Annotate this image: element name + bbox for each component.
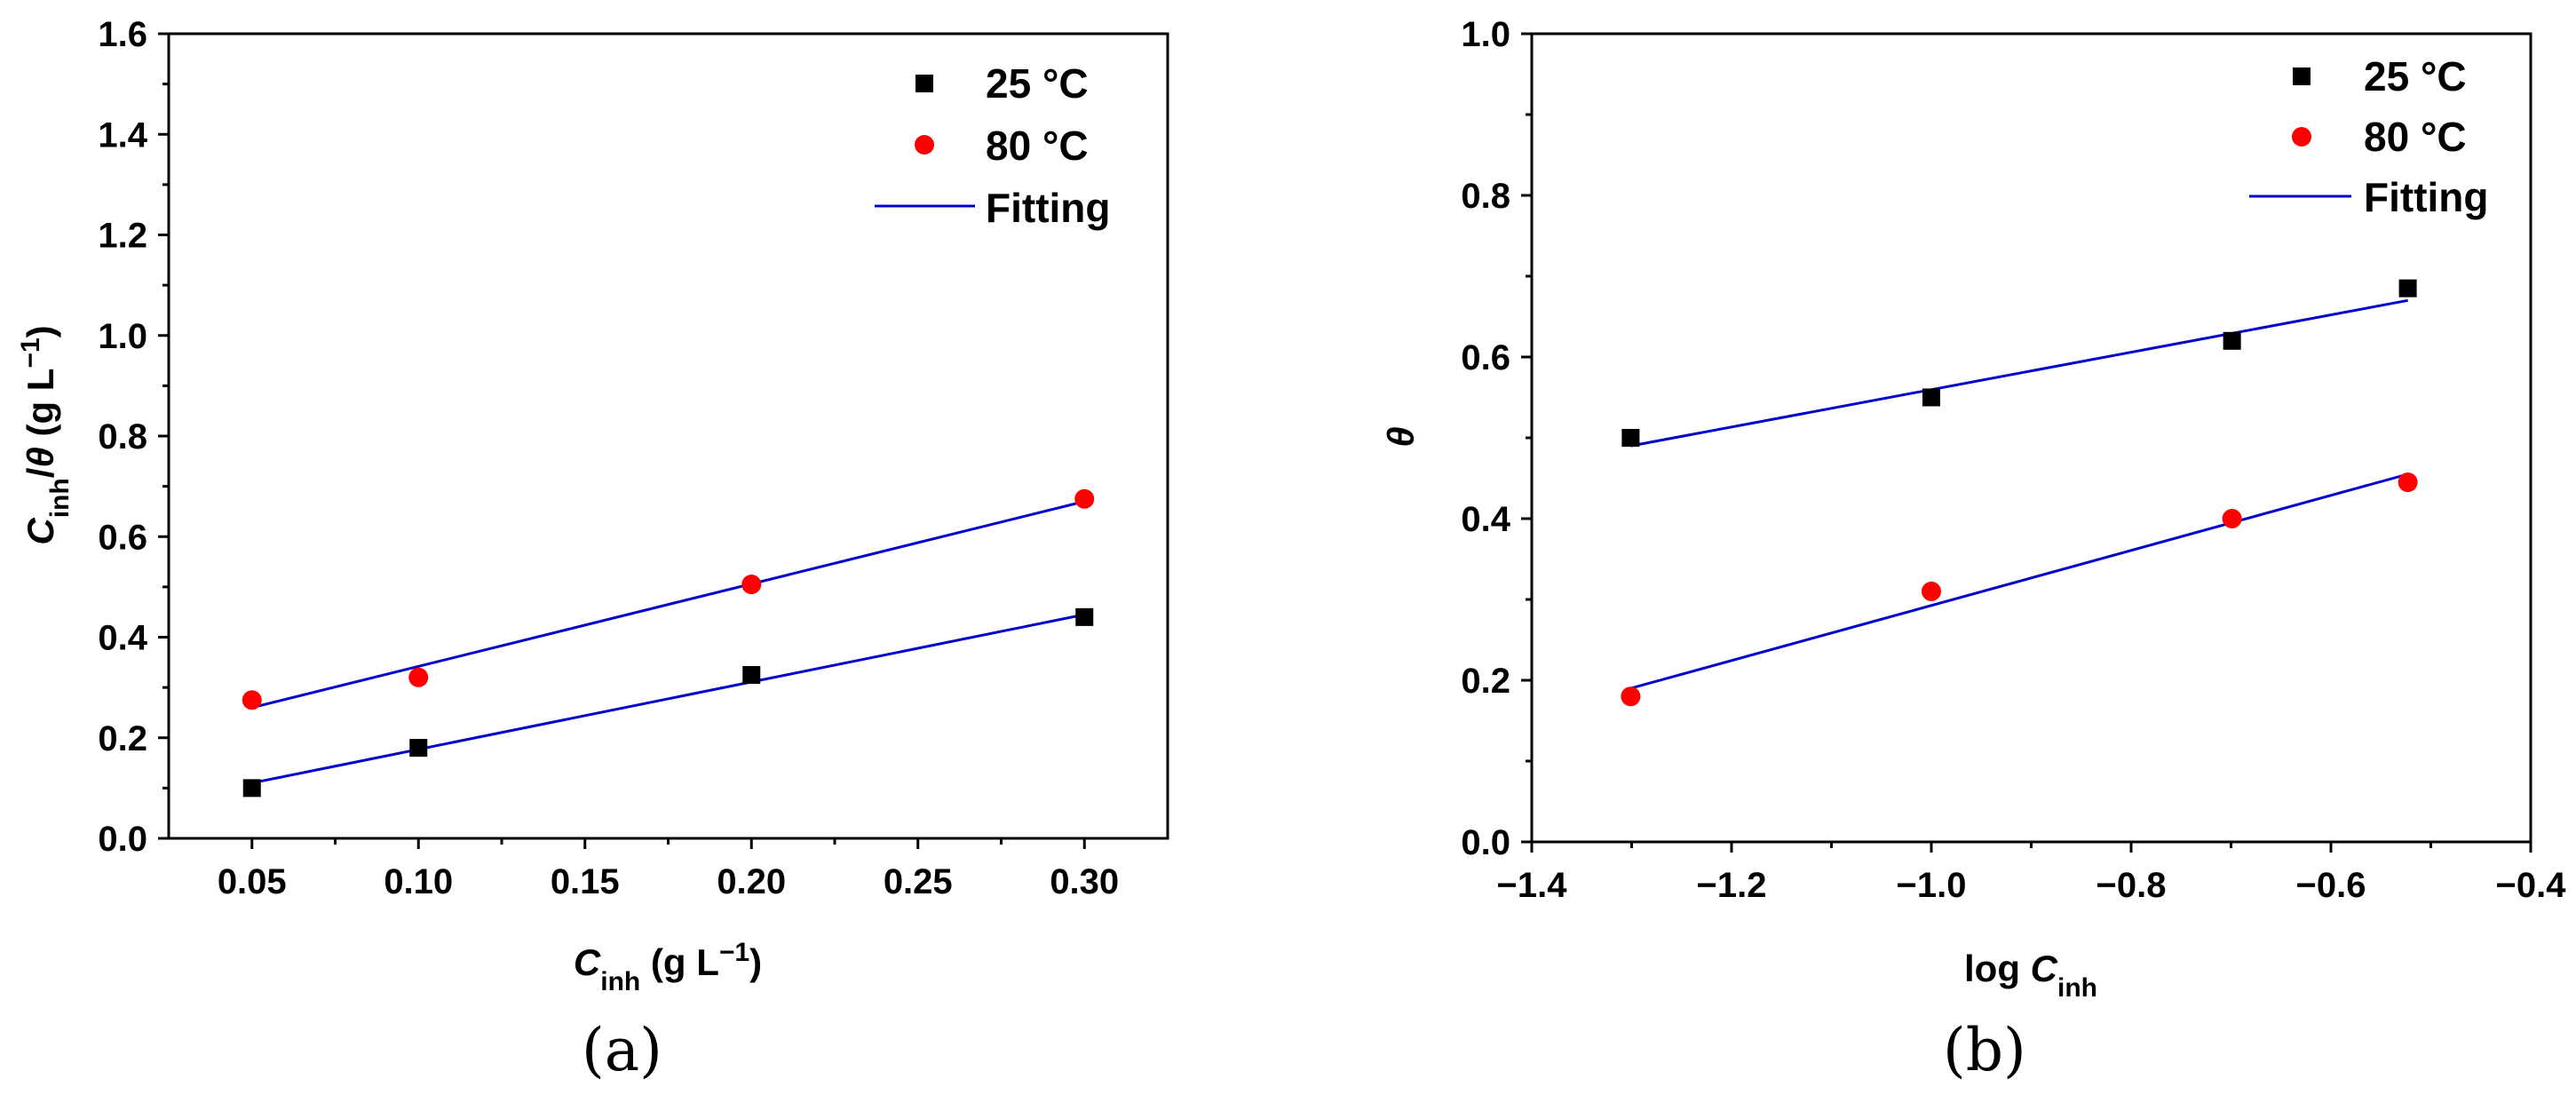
x-tick-label: 0.30 — [1050, 862, 1119, 901]
y-tick-label: 1.2 — [98, 217, 147, 256]
x-tick-label: 0.15 — [551, 862, 620, 901]
x-axis-title-a: Cinh (g L−1) — [574, 938, 762, 996]
legend-b: 25 °C 80 °C Fitting — [2249, 53, 2489, 220]
x-tick-label: −1.4 — [1497, 866, 1568, 905]
panel-label-a: (a) — [582, 1016, 662, 1084]
y-tick-label: 1.6 — [98, 15, 147, 54]
fit-line — [251, 500, 1085, 710]
y-tick-label: 0.4 — [1461, 500, 1510, 539]
data-point-circle — [1074, 488, 1095, 509]
legend-a: 25 °C 80 °C Fitting — [875, 60, 1111, 231]
legend-label-80c: 80 °C — [986, 123, 1089, 169]
data-point-square — [242, 779, 261, 797]
x-tick-label: 0.05 — [218, 862, 287, 901]
data-point-square — [409, 739, 428, 758]
y-tick-label: 0.2 — [1461, 662, 1510, 701]
legend-marker-circle — [915, 135, 934, 155]
y-tick-label: 1.4 — [98, 115, 147, 155]
x-ticks-a: 0.05 0.10 0.15 0.20 0.25 0.30 — [218, 838, 1119, 901]
fit-line — [1629, 472, 2409, 690]
data-point-circle — [2222, 509, 2242, 528]
x-ticks-b: −1.4 −1.2 −1.0 −0.8 −0.6 −0.4 — [1497, 842, 2567, 905]
data-point-square — [1621, 429, 1640, 447]
x-axis-title-b: log Cinh — [1964, 948, 2097, 1003]
fit-lines-b — [1629, 298, 2409, 690]
y-ticks-b: 0.0 0.2 0.4 0.6 0.8 1.0 — [1461, 15, 1532, 862]
y-tick-label: 0.6 — [98, 518, 147, 557]
y-tick-label: 1.0 — [1461, 15, 1510, 54]
legend-marker-circle — [2292, 127, 2311, 147]
legend-marker-square — [915, 75, 933, 92]
y-tick-label: 0.4 — [98, 619, 147, 658]
x-tick-label: −0.6 — [2296, 866, 2366, 905]
legend-label-80c: 80 °C — [2364, 114, 2467, 160]
legend-label-25c: 25 °C — [2364, 53, 2467, 99]
data-point-circle — [1621, 686, 1641, 707]
data-point-circle — [242, 690, 262, 710]
y-ticks-a: 0.0 0.2 0.4 0.6 0.8 1.0 1.2 1.4 1.6 — [98, 15, 169, 859]
x-tick-label: −1.0 — [1897, 866, 1967, 905]
data-point-circle — [1922, 581, 1941, 601]
x-tick-label: 0.25 — [884, 862, 953, 901]
data-point-circle — [741, 575, 762, 595]
fit-line — [1630, 298, 2408, 448]
data-point-square — [1922, 388, 1940, 407]
data-point-square — [1075, 607, 1094, 626]
legend-label-25c: 25 °C — [986, 60, 1089, 107]
y-tick-label: 0.8 — [98, 417, 147, 456]
y-axis-title-a: Cinh/θ (g L−1) — [16, 325, 75, 544]
y-tick-label: 0.8 — [1461, 177, 1510, 216]
x-tick-label: −0.4 — [2496, 866, 2567, 905]
chart-b: −1.4 −1.2 −1.0 −0.8 −0.6 −0.4 0.0 0.2 0.4 0.6 0.8… — [1380, 15, 2566, 1084]
data-point-circle — [408, 667, 429, 687]
data-point-square — [742, 665, 761, 684]
data-point-square — [2223, 331, 2241, 350]
data-point-circle — [2398, 472, 2418, 493]
panel-label-b: (b) — [1943, 1016, 2026, 1084]
y-tick-label: 0.0 — [98, 820, 147, 859]
y-tick-label: 0.6 — [1461, 338, 1510, 377]
legend-marker-square — [2293, 67, 2310, 85]
chart-a: 0.05 0.10 0.15 0.20 0.25 0.30 0.0 0.2 0.4 0.6 0.8… — [16, 15, 1169, 1084]
data-point-square — [2398, 279, 2417, 298]
legend-label-fitting: Fitting — [986, 185, 1111, 231]
y-axis-title-b: θ — [1380, 426, 1422, 447]
x-tick-label: −1.2 — [1697, 866, 1767, 905]
fit-line — [251, 613, 1085, 785]
y-tick-label: 0.2 — [98, 719, 147, 758]
y-tick-label: 1.0 — [98, 317, 147, 356]
x-tick-label: 0.10 — [384, 862, 453, 901]
fit-lines-a — [251, 500, 1085, 785]
data-points-b — [1621, 279, 2418, 707]
data-points-a — [242, 488, 1095, 797]
x-tick-label: 0.20 — [717, 862, 786, 901]
y-tick-label: 0.0 — [1461, 823, 1510, 862]
x-tick-label: −0.8 — [2096, 866, 2167, 905]
legend-label-fitting: Fitting — [2364, 174, 2489, 220]
